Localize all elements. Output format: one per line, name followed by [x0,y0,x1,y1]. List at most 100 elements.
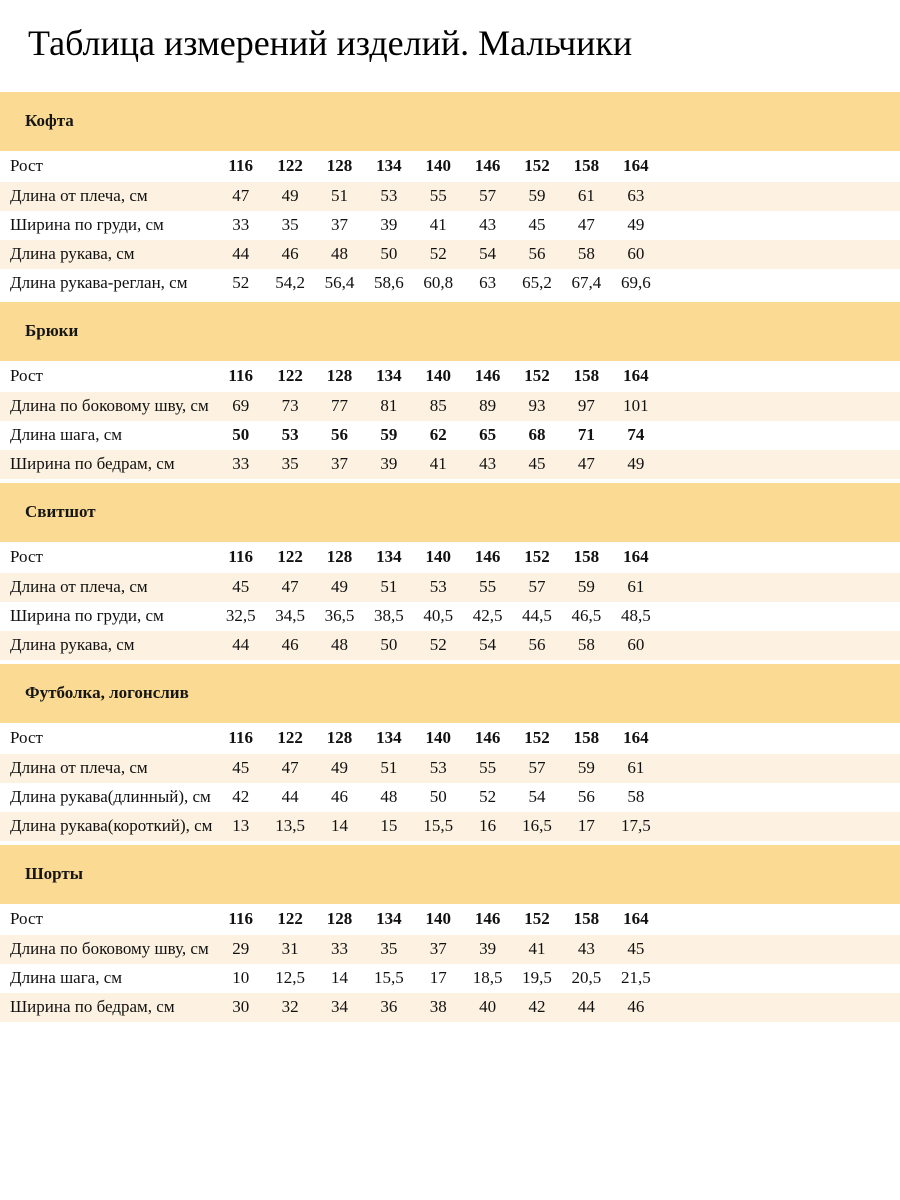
table-cell: 50 [380,635,398,655]
size-column-header: 140 [425,547,452,567]
table-cell: 51 [380,758,398,778]
table-cell: 35 [281,215,299,235]
row-label: Длина от плеча, см [10,758,148,778]
table-cell: 74 [627,425,645,445]
table-cell: 32,5 [225,606,256,626]
table-cell: 45 [627,939,645,959]
table-cell: 60 [627,635,645,655]
table-cell: 38 [429,997,447,1017]
table-cell: 14 [330,968,348,988]
row-label: Длина от плеча, см [10,186,148,206]
table-cell: 38,5 [373,606,404,626]
table-cell: 14 [330,816,348,836]
size-column-header: 122 [277,728,303,748]
table-cell: 44 [281,787,299,807]
table-cell: 47 [577,454,595,474]
table-cell: 47 [232,186,250,206]
row-label: Ширина по бедрам, см [10,997,175,1017]
table-cell: 57 [528,758,546,778]
table-cell: 17 [577,816,595,836]
table-cell: 45 [528,454,546,474]
table-cell: 58,6 [373,273,404,293]
row-label: Ширина по груди, см [10,215,164,235]
size-column-header: 158 [573,366,600,386]
table-row: Длина по боковому шву, см 69 73 77 81 85 89 93 9… [0,391,900,421]
table-cell: 63 [627,186,645,206]
table-row: Длина рукава-реглан, см 52 54,2 56,4 58,6 60,… [0,269,900,298]
size-column-header: 146 [474,728,501,748]
table-cell: 18,5 [472,968,503,988]
table-cell: 39 [380,454,398,474]
table-row: Длина рукава, см 44 46 48 50 52 54 56 58 60 [0,239,900,269]
table-row: Длина шага, см 50 53 56 59 62 65 68 71 74 [0,421,900,450]
size-column-header: 152 [524,909,550,929]
size-column-header: 116 [228,156,253,176]
table-cell: 49 [330,758,348,778]
row-label: Длина по боковому шву, см [10,939,209,959]
table-cell: 73 [281,396,299,416]
table-cell: 56 [528,635,546,655]
table-cell: 44 [232,635,250,655]
table-cell: 68 [528,425,546,445]
table-cell: 13,5 [275,816,305,836]
size-column-header: 116 [228,366,253,386]
table-cell: 16 [479,816,497,836]
table-cell: 17,5 [620,816,651,836]
table-cell: 40,5 [423,606,454,626]
header-row-label: Рост [10,547,43,567]
size-column-header: 134 [376,728,402,748]
table-header-row: Рост 116 122 128 134 140 146 152 158 164 [0,542,900,573]
table-cell: 49 [627,215,645,235]
table-cell: 37 [330,454,348,474]
table-cell: 21,5 [620,968,651,988]
table-cell: 55 [479,758,497,778]
table-cell: 49 [330,577,348,597]
table-cell: 58 [577,244,595,264]
table-row: Ширина по груди, см 33 35 37 39 41 43 45 47 49 [0,211,900,240]
table-cell: 13 [232,816,250,836]
table-cell: 16,5 [522,816,552,836]
table-cell: 52 [232,273,250,293]
size-column-header: 116 [228,547,253,567]
table-cell: 17 [429,968,447,988]
table-cell: 59 [577,577,595,597]
sections-container: Кофта Рост 116 122 128 134 140 146 152 158 164 Длин… [0,91,900,1022]
size-column-header: 134 [376,909,402,929]
table-cell: 32 [281,997,299,1017]
table-row: Длина шага, см 10 12,5 14 15,5 17 18,5 19,5 20,5… [0,964,900,993]
table-row: Ширина по груди, см 32,5 34,5 36,5 38,5 40,5 4… [0,602,900,631]
size-column-header: 140 [425,728,452,748]
size-column-header: 146 [474,156,501,176]
table-row: Ширина по бедрам, см 33 35 37 39 41 43 45 47 49 [0,449,900,479]
table-cell: 93 [528,396,546,416]
table-cell: 31 [281,939,299,959]
table-cell: 46 [281,635,299,655]
table-header-row: Рост 116 122 128 134 140 146 152 158 164 [0,361,900,392]
table-cell: 34,5 [275,606,305,626]
table-header-row: Рост 116 122 128 134 140 146 152 158 164 [0,151,900,182]
size-column-header: 164 [623,909,649,929]
table-cell: 42 [232,787,250,807]
table-cell: 53 [281,425,299,445]
table-row: Длина по боковому шву, см 29 31 33 35 37 39 41 4… [0,934,900,964]
table-cell: 54,2 [275,273,305,293]
table-cell: 47 [577,215,595,235]
size-column-header: 152 [524,728,550,748]
size-column-header: 134 [376,366,402,386]
table-cell: 48 [330,244,348,264]
table-row: Длина рукава, см 44 46 48 50 52 54 56 58 60 [0,630,900,660]
row-label: Длина по боковому шву, см [10,396,209,416]
table-cell: 33 [232,215,250,235]
section-title: Футболка, логонслив [25,683,189,703]
table-cell: 52 [429,635,447,655]
table-cell: 37 [330,215,348,235]
section-header-band: Шорты [0,844,900,904]
table-cell: 36 [380,997,398,1017]
table-row: Ширина по бедрам, см 30 32 34 36 38 40 42 44 46 [0,992,900,1022]
size-column-header: 116 [228,728,253,748]
size-column-header: 152 [524,547,550,567]
table-cell: 33 [330,939,348,959]
section-0: Кофта Рост 116 122 128 134 140 146 152 158 164 Длин… [0,91,900,298]
section-4: Шорты Рост 116 122 128 134 140 146 152 158 164 Длин… [0,844,900,1022]
table-cell: 48,5 [620,606,651,626]
